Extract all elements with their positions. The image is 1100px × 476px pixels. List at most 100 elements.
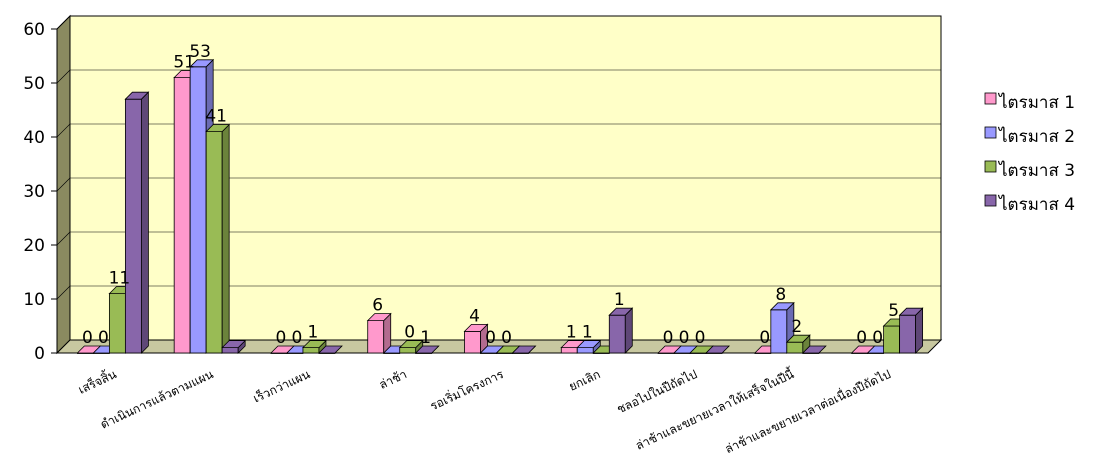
bar-top bbox=[705, 345, 731, 354]
bars bbox=[76, 58, 924, 354]
bar bbox=[366, 312, 392, 354]
legend-label: ไตรมาส 1 bbox=[997, 92, 1075, 113]
gridline-side bbox=[56, 285, 71, 300]
bar bbox=[511, 345, 537, 354]
gridline-side bbox=[56, 69, 71, 84]
bar-front bbox=[124, 98, 142, 354]
data-label: 8 bbox=[775, 285, 786, 305]
legend-item: ไตรมาส 2 bbox=[984, 126, 1075, 147]
y-tick-label: 10 bbox=[23, 290, 45, 310]
data-label: 0 bbox=[679, 328, 690, 348]
bar-front bbox=[221, 347, 239, 354]
y-tick-label: 50 bbox=[23, 74, 45, 94]
bar-top bbox=[398, 340, 424, 349]
bar-front bbox=[205, 131, 223, 354]
legend-label: ไตรมาส 3 bbox=[997, 160, 1075, 181]
y-tick-label: 20 bbox=[23, 236, 45, 256]
data-label: 0 bbox=[292, 328, 303, 348]
data-label: 0 bbox=[695, 328, 706, 348]
data-label: 0 bbox=[759, 328, 770, 348]
bar bbox=[317, 345, 343, 354]
x-axis: เสร็จสิ้นดำเนินการแล้วตามแผน เร็วกว่าแผนล… bbox=[75, 365, 893, 456]
data-label: 53 bbox=[189, 42, 211, 62]
gridline-side bbox=[56, 123, 71, 138]
y-tick-label: 0 bbox=[34, 344, 45, 364]
legend-item: ไตรมาส 1 bbox=[984, 92, 1075, 113]
bar-front bbox=[399, 347, 417, 354]
legend-swatch bbox=[984, 126, 997, 139]
x-category-label: เร็วกว่าแผน bbox=[251, 366, 313, 405]
bar-top bbox=[366, 313, 392, 322]
bar-top bbox=[221, 340, 247, 349]
bar-side bbox=[140, 91, 149, 354]
legend-swatch bbox=[984, 92, 997, 105]
data-label: 1 bbox=[614, 290, 625, 310]
bar-top bbox=[608, 307, 634, 316]
bar-top bbox=[769, 302, 795, 311]
x-category-label: ล่าช้าและขยายเวลาให้เสร็จในปีนี้ bbox=[633, 365, 797, 453]
gridline-side bbox=[56, 231, 71, 246]
bar bbox=[705, 345, 731, 354]
data-label: 51 bbox=[173, 53, 195, 73]
bar-side bbox=[624, 307, 633, 354]
bar-front bbox=[367, 320, 385, 354]
gridline-side bbox=[56, 15, 71, 30]
data-label: 5 bbox=[888, 301, 899, 321]
bar-top bbox=[205, 124, 231, 133]
bar bbox=[785, 334, 811, 354]
x-category-label: ชลอไปในปีถัดไป bbox=[615, 367, 700, 416]
bar bbox=[898, 307, 924, 354]
bar bbox=[205, 123, 231, 354]
bar-top bbox=[414, 345, 440, 354]
bar-top bbox=[785, 334, 811, 343]
bar-front bbox=[560, 347, 578, 354]
x-category-label: ยกเลิก bbox=[567, 367, 603, 394]
bar bbox=[398, 339, 424, 354]
data-label: 0 bbox=[276, 328, 287, 348]
gridline-side bbox=[56, 177, 71, 192]
legend-swatch bbox=[984, 194, 997, 207]
bar-top bbox=[576, 340, 602, 349]
bar bbox=[124, 91, 150, 354]
data-label: 41 bbox=[205, 107, 227, 127]
bar-top bbox=[801, 345, 827, 354]
data-label: 4 bbox=[469, 306, 480, 326]
bar-front bbox=[302, 347, 320, 354]
data-label: 0 bbox=[663, 328, 674, 348]
y-tick-label: 60 bbox=[23, 20, 45, 40]
bar-front bbox=[883, 325, 901, 354]
data-label: 0 bbox=[404, 323, 415, 343]
bar-front bbox=[464, 330, 481, 354]
legend-swatch bbox=[984, 160, 997, 173]
legend: ไตรมาส 1 ไตรมาส 2 ไตรมาส 3 ไตรมาส 4 bbox=[984, 92, 1075, 215]
bar-top bbox=[301, 340, 327, 349]
bar-front bbox=[189, 66, 207, 354]
legend-item: ไตรมาส 4 bbox=[984, 194, 1075, 215]
data-label: 0 bbox=[872, 328, 883, 348]
bar-front bbox=[608, 314, 626, 354]
data-label: 6 bbox=[372, 296, 383, 316]
data-label: 1 bbox=[308, 323, 319, 343]
y-tick-label: 40 bbox=[23, 128, 45, 148]
data-label: 11 bbox=[109, 269, 131, 289]
bar-top bbox=[511, 345, 537, 354]
bar bbox=[608, 307, 634, 354]
y-tick-label: 30 bbox=[23, 182, 45, 202]
bar-top bbox=[124, 91, 150, 100]
bar bbox=[221, 339, 247, 354]
data-label: 1 bbox=[582, 323, 593, 343]
x-category-label: ล่าช้าและขยายเวลาต่อเนื่องปีถัดไป bbox=[722, 365, 893, 456]
x-category-label: ล่าช้า bbox=[377, 367, 409, 392]
data-label: 0 bbox=[856, 328, 867, 348]
bar-front bbox=[173, 77, 191, 354]
legend-label: ไตรมาส 4 bbox=[997, 194, 1075, 215]
bar bbox=[463, 323, 489, 354]
bar-top bbox=[317, 345, 343, 354]
bar-top bbox=[189, 59, 215, 68]
data-label: 0 bbox=[98, 328, 109, 348]
bar-top bbox=[463, 323, 489, 332]
bar bbox=[801, 345, 827, 354]
legend-label: ไตรมาส 2 bbox=[997, 126, 1075, 147]
